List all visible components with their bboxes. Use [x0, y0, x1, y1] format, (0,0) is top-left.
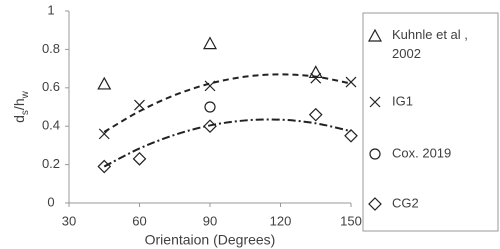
legend-label-line: 2002: [392, 46, 421, 61]
legend-label: Cox. 2019: [392, 145, 451, 160]
x-tick-label: 90: [203, 213, 217, 228]
marker-diamond: [203, 119, 217, 134]
y-tick-label: 0.6: [42, 79, 60, 94]
x-tick-label: 120: [270, 213, 292, 228]
marker-triangle: [97, 76, 112, 90]
trend-line: [103, 73, 352, 133]
marker-x: [134, 99, 145, 111]
legend-marker: [369, 96, 381, 108]
y-axis-label-part: d: [11, 115, 27, 123]
marker-x: [98, 128, 110, 140]
trend-line: [103, 118, 352, 168]
marker-x: [345, 76, 357, 88]
x-axis-label: Orientaion (Degrees): [145, 232, 276, 248]
legend-box: [362, 12, 499, 232]
marker-x: [310, 72, 322, 84]
y-axis-label: ds/hw: [11, 90, 31, 122]
legend-label-line: Kuhnle et al ,: [392, 27, 468, 42]
y-tick-label: 0.4: [42, 118, 60, 133]
marker-diamond: [97, 159, 112, 174]
legend-label: Kuhnle et al , 2002: [392, 27, 468, 61]
legend-label: IG1: [392, 93, 413, 108]
legend-marker: [368, 197, 382, 211]
y-axis-label-part: s: [20, 110, 31, 115]
x-tick-label: 150: [340, 213, 362, 228]
marker-x: [204, 80, 216, 92]
legend-label: CG2: [392, 195, 419, 210]
marker-triangle: [202, 36, 218, 50]
y-tick-label: 0.2: [42, 156, 60, 171]
marker-circle: [204, 101, 216, 113]
legend-marker: [369, 148, 381, 160]
y-axis-label-part: w: [20, 90, 31, 99]
legend-marker: [367, 28, 383, 42]
y-tick-label: 1: [47, 2, 54, 17]
y-axis-label-part: /h: [11, 98, 27, 110]
x-tick-label: 30: [62, 213, 76, 228]
y-tick-label: 0.8: [42, 41, 60, 56]
marker-diamond: [308, 107, 323, 122]
y-tick-label: 0: [47, 194, 54, 209]
marker-diamond: [132, 151, 147, 166]
marker-diamond: [344, 128, 358, 143]
x-tick-label: 60: [132, 213, 146, 228]
